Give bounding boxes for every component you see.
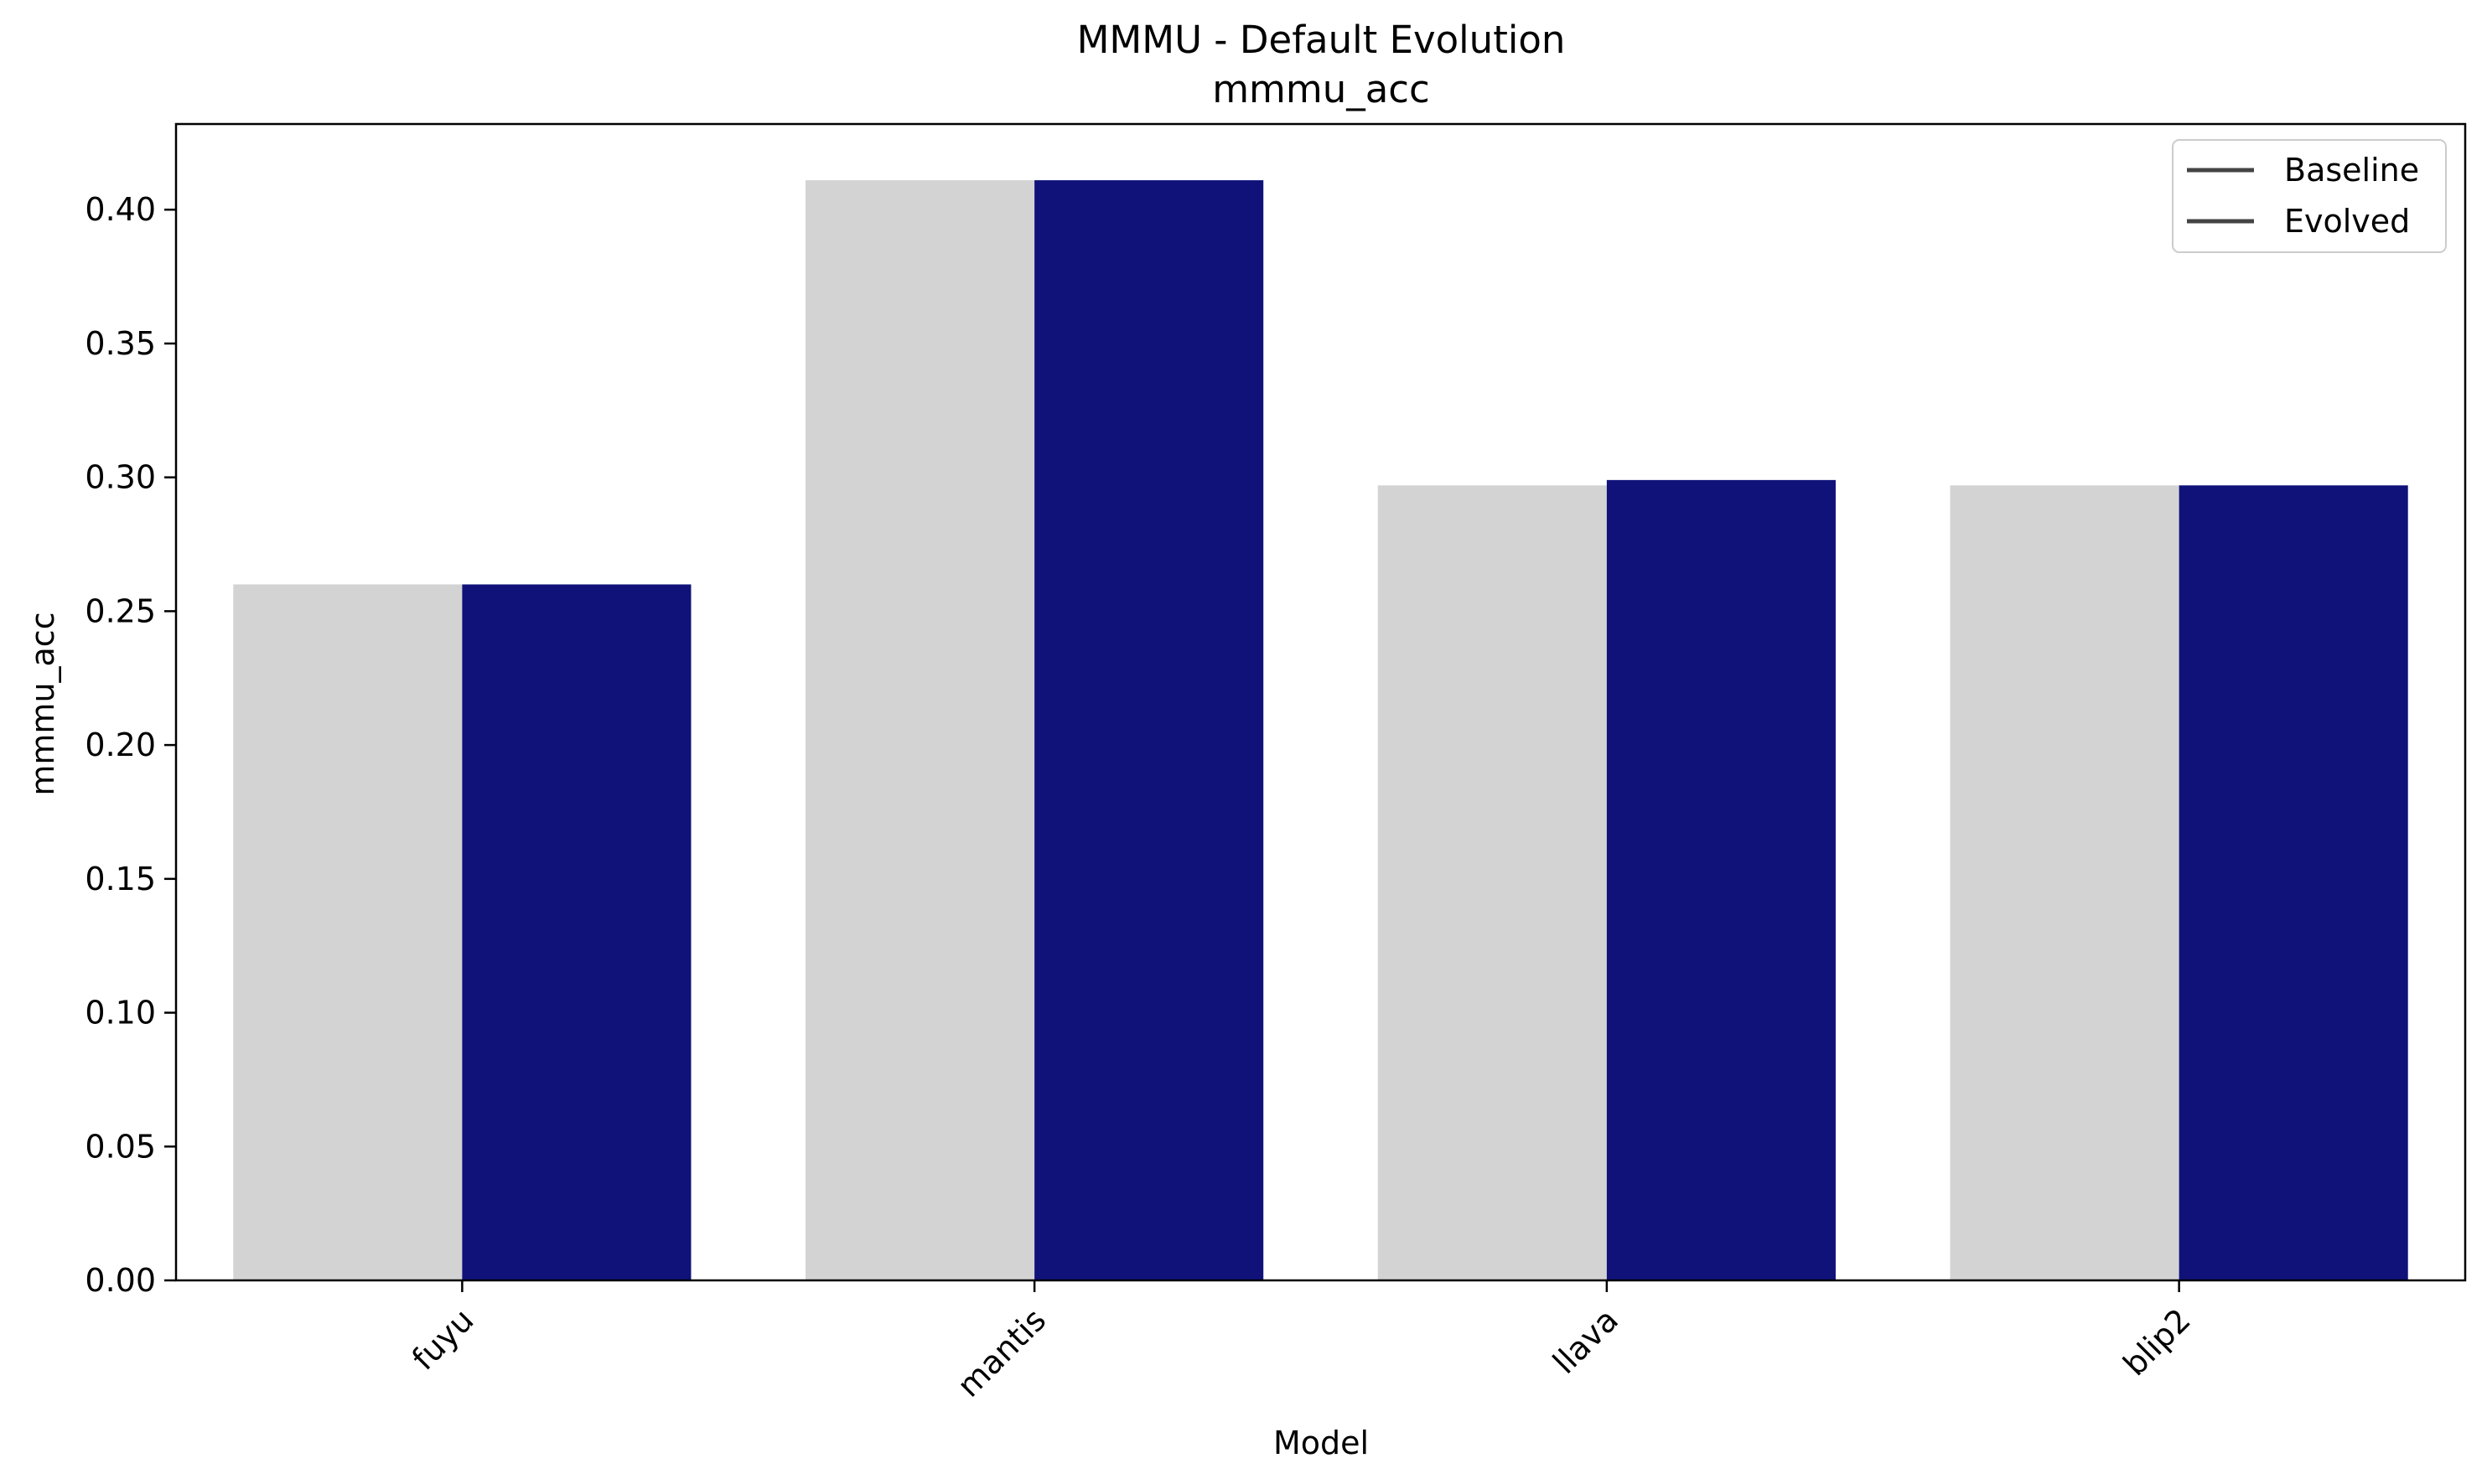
y-tick-label: 0.30 [85,459,156,496]
legend-label-evolved: Evolved [2284,203,2410,240]
plot-frame [174,122,2467,1282]
y-tick-label: 0.05 [85,1128,156,1165]
y-tick-label: 0.25 [85,592,156,629]
y-tick-label: 0.20 [85,726,156,763]
y-axis-label: mmmu_acc [24,612,61,795]
legend-label-baseline: Baseline [2284,152,2419,189]
bar-group [233,180,2408,1280]
bar-baseline-mantis [806,180,1035,1280]
bar-evolved-fuyu [462,584,692,1280]
y-tick-label: 0.00 [85,1262,156,1299]
y-tick-label: 0.10 [85,995,156,1032]
y-tick-label: 0.35 [85,325,156,362]
legend: Baseline Evolved [2172,139,2447,253]
bar-baseline-fuyu [233,584,463,1280]
bar-evolved-blip2 [2179,485,2408,1280]
y-axis: 0.00 0.05 0.10 0.15 0.20 0.25 0.30 0.35 0.40 [85,191,176,1299]
y-tick-label: 0.15 [85,861,156,897]
bar-evolved-llava [1606,479,1836,1280]
x-axis-label: Model [1273,1425,1369,1461]
y-tick-label: 0.40 [85,191,156,228]
bar-baseline-blip2 [1950,485,2179,1280]
bar-baseline-llava [1377,485,1607,1280]
chart-subtitle: mmmu_acc [1212,67,1430,111]
chart-title: MMMU - Default Evolution [1077,18,1566,62]
bar-evolved-mantis [1034,180,1264,1280]
